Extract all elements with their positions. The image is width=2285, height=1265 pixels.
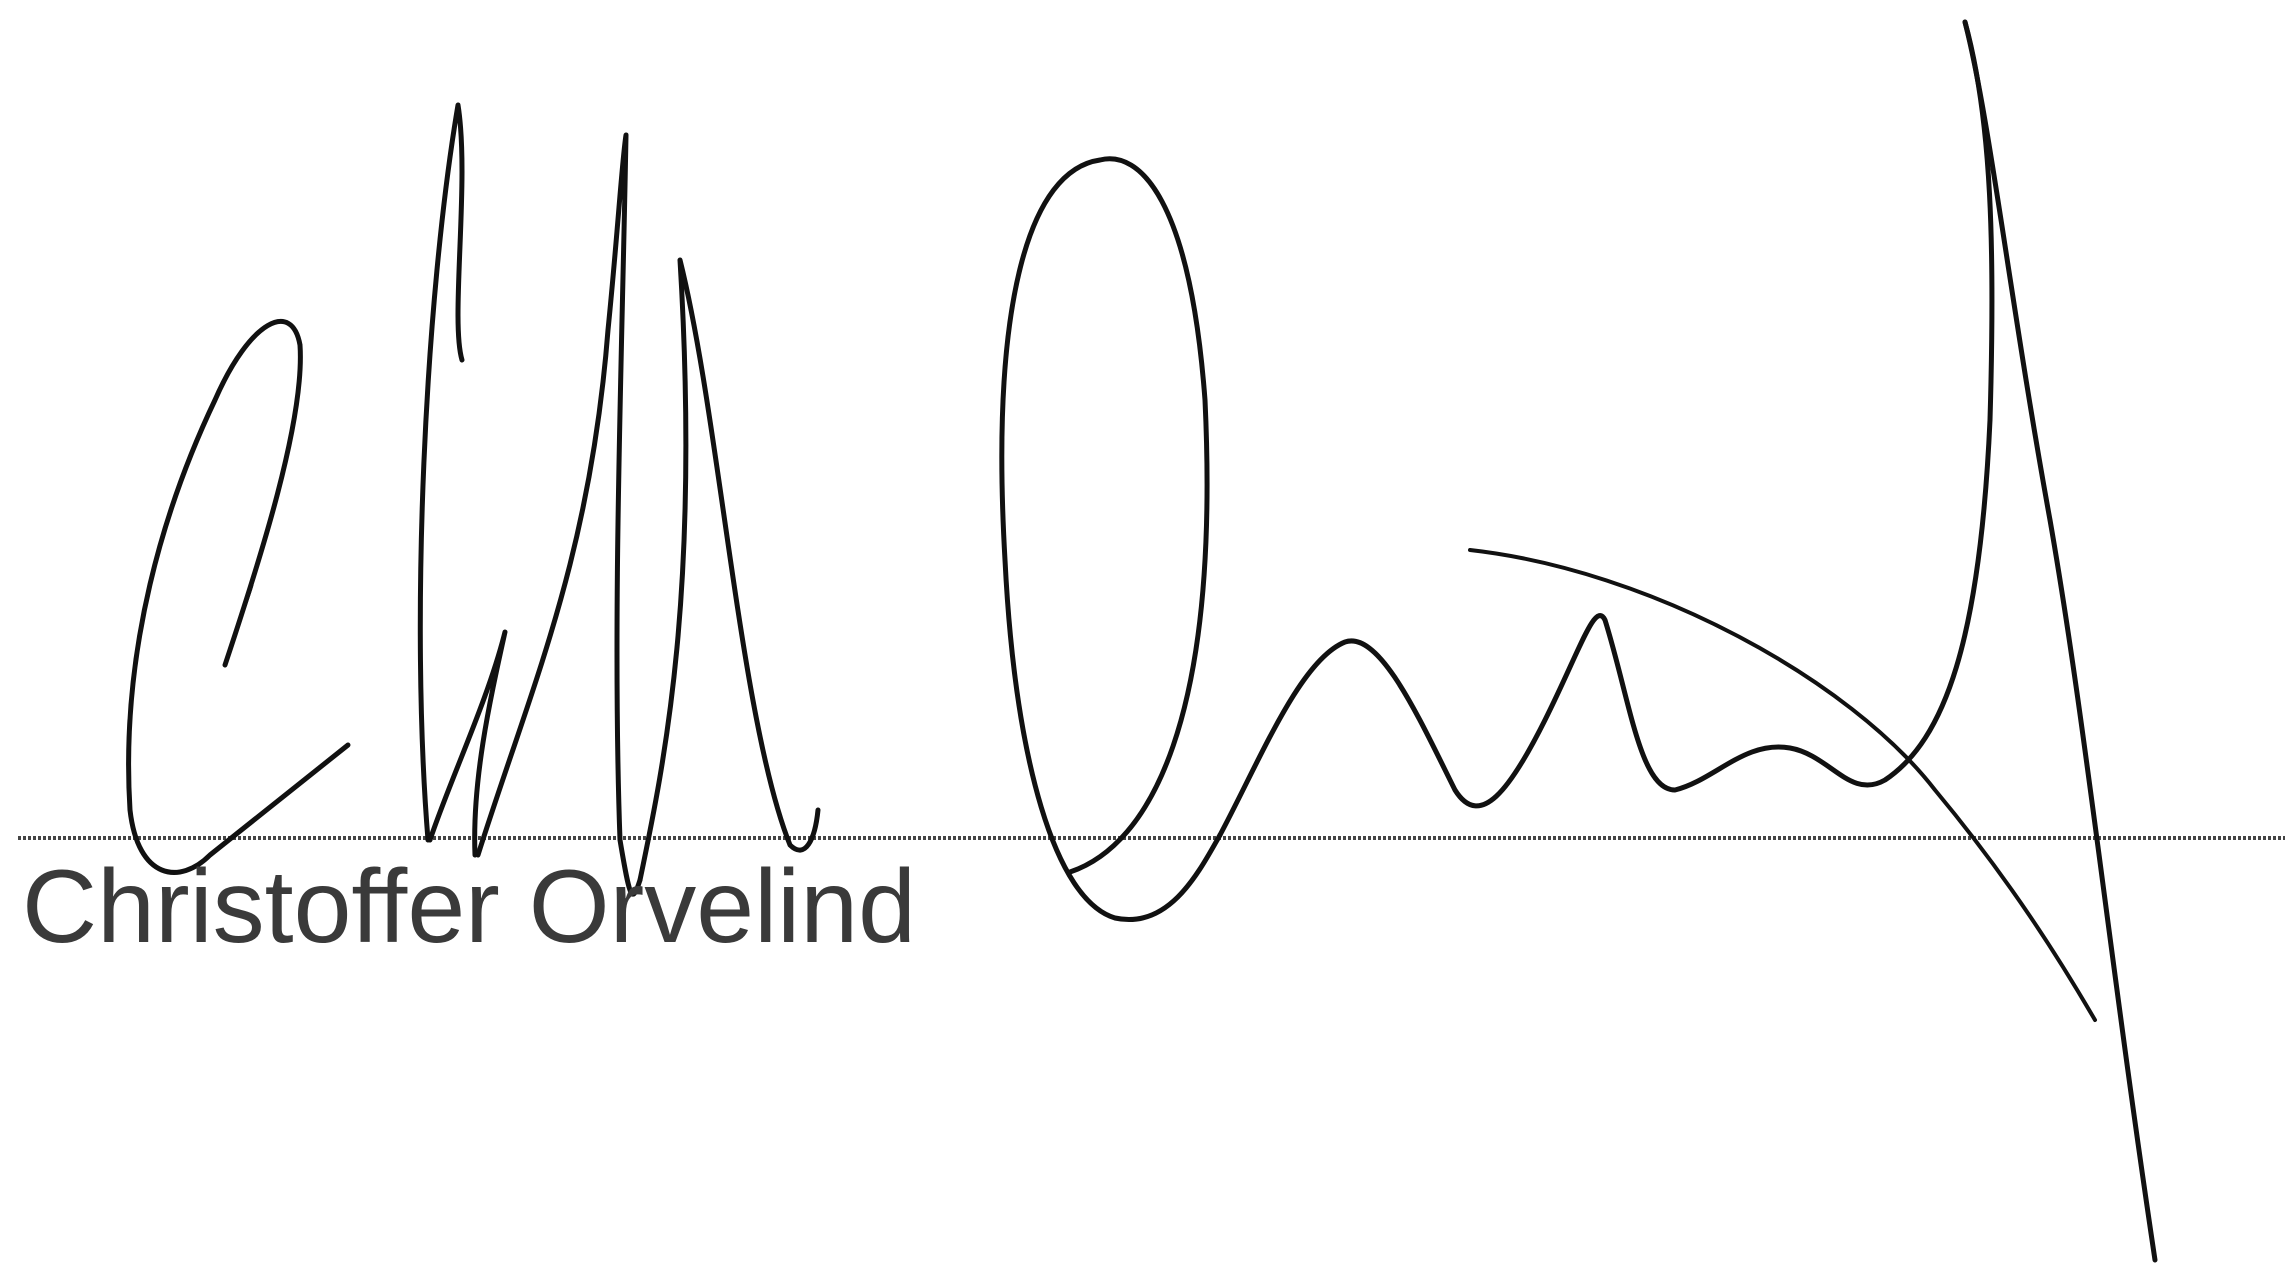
handwritten-signature (126, 19, 2158, 1263)
signer-name-label: Christoffer Orvelind (22, 849, 916, 965)
